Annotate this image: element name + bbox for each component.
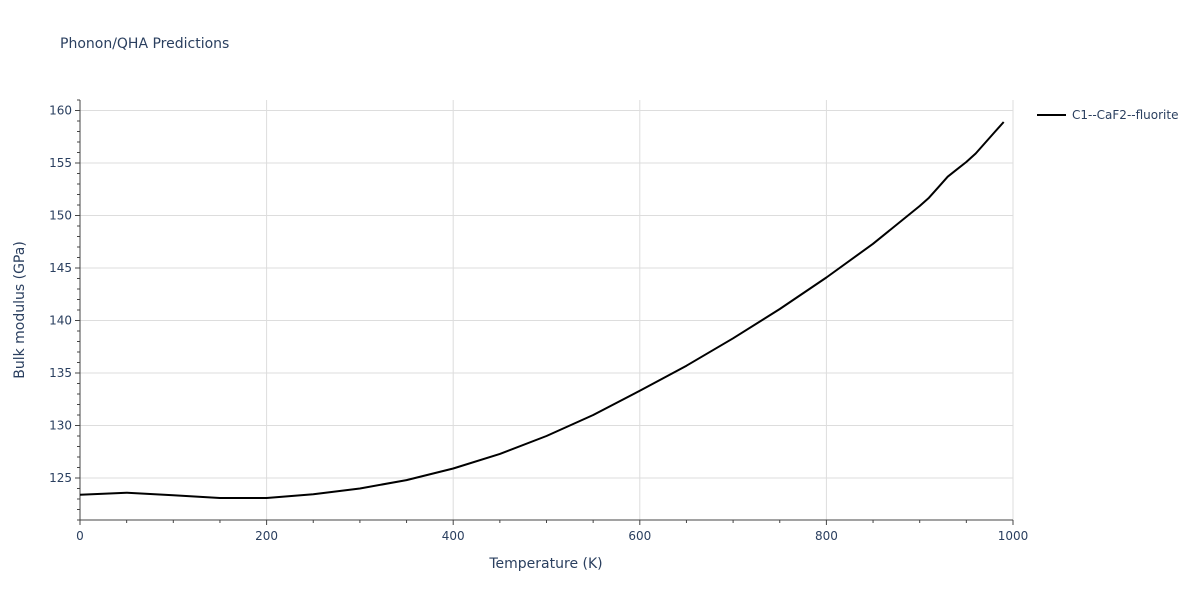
x-tick-label: 800 (815, 529, 838, 543)
axes (75, 99, 1014, 525)
y-tick-label: 130 (49, 419, 72, 433)
y-tick-label: 160 (49, 104, 72, 118)
x-axis-title: Temperature (K) (488, 556, 602, 572)
x-tick-label: 200 (255, 529, 278, 543)
y-tick-label: 150 (49, 209, 72, 223)
y-tick-label: 145 (49, 261, 72, 275)
y-tick-label: 125 (49, 471, 72, 485)
x-tick-label: 1000 (998, 529, 1029, 543)
y-ticks: 125 130 135 140 145 150 155 160 (49, 104, 72, 486)
grid-lines (80, 100, 1014, 520)
series-line (79, 121, 1005, 499)
series-group (79, 121, 1005, 499)
x-tick-label: 400 (442, 529, 465, 543)
legend[interactable]: C1--CaF2--fluorite (1037, 108, 1178, 122)
x-ticks: 0 200 400 600 800 1000 (76, 529, 1028, 543)
chart-title: Phonon/QHA Predictions (60, 36, 230, 52)
legend-entry[interactable]: C1--CaF2--fluorite (1072, 108, 1178, 122)
y-tick-label: 155 (49, 156, 72, 170)
y-tick-label: 135 (49, 366, 72, 380)
x-tick-label: 0 (76, 529, 84, 543)
y-tick-label: 140 (49, 314, 72, 328)
y-axis-title: Bulk modulus (GPa) (12, 241, 28, 379)
x-tick-label: 600 (628, 529, 651, 543)
